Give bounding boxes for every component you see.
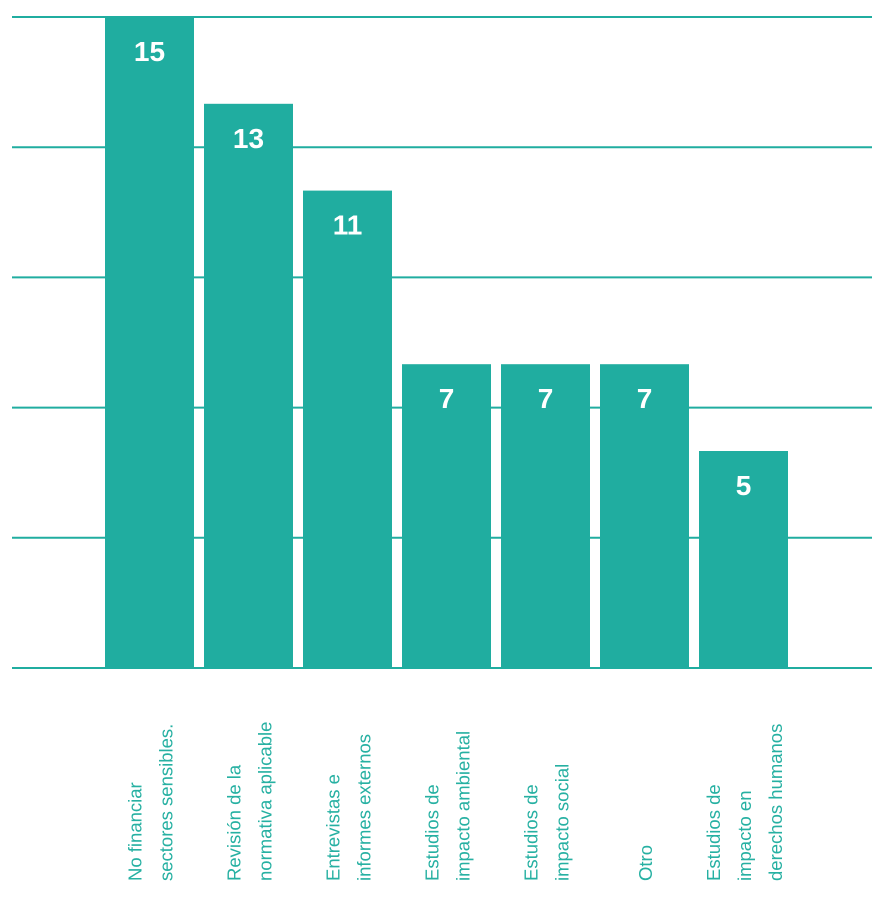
bar-5 [600, 364, 689, 668]
category-label-line: impacto ambiental [453, 731, 474, 881]
category-label-line: Estudios de [703, 784, 724, 881]
bar-value-label-3: 7 [439, 383, 455, 414]
bar-3 [402, 364, 491, 668]
category-label-4: Estudios de impacto social [521, 764, 573, 881]
bar-1 [204, 103, 293, 669]
bar-value-label-1: 13 [233, 123, 264, 154]
category-label-line: impacto social [552, 764, 573, 881]
category-label-6: Estudios de impacto en derechos humanos [703, 724, 786, 881]
category-label-line: Entrevistas e [323, 774, 344, 881]
bar-2 [303, 190, 392, 668]
bar-value-label-4: 7 [538, 383, 554, 414]
category-label-line: impacto en [734, 791, 755, 882]
category-label-1: Revisión de la normativa aplicable [224, 722, 276, 881]
bar-6 [699, 451, 788, 668]
bar-value-label-5: 7 [637, 383, 653, 414]
bar-value-labels: 15 13 11 7 7 7 5 [134, 36, 751, 501]
category-label-line: derechos humanos [765, 724, 786, 881]
category-label-line: informes externos [354, 734, 375, 881]
bars [105, 17, 788, 669]
category-label-line: sectores sensibles. [156, 724, 177, 881]
bar-value-label-0: 15 [134, 36, 165, 67]
bar-value-label-6: 5 [736, 470, 752, 501]
category-label-line: Estudios de [422, 784, 443, 881]
bar-4 [501, 364, 590, 668]
category-label-2: Entrevistas e informes externos [323, 734, 375, 881]
category-label-line: Revisión de la [224, 764, 245, 881]
category-label-line: Otro [635, 845, 656, 881]
category-label-line: Estudios de [521, 784, 542, 881]
category-label-5: Otro [635, 845, 656, 881]
category-label-line: No financiar [125, 782, 146, 881]
bar-0 [105, 17, 194, 668]
category-labels: No financiar sectores sensibles. Revisión … [125, 722, 787, 881]
category-label-line: normativa aplicable [255, 722, 276, 881]
bar-value-label-2: 11 [333, 210, 363, 241]
category-label-0: No financiar sectores sensibles. [125, 724, 177, 881]
category-label-3: Estudios de impacto ambiental [422, 731, 474, 881]
